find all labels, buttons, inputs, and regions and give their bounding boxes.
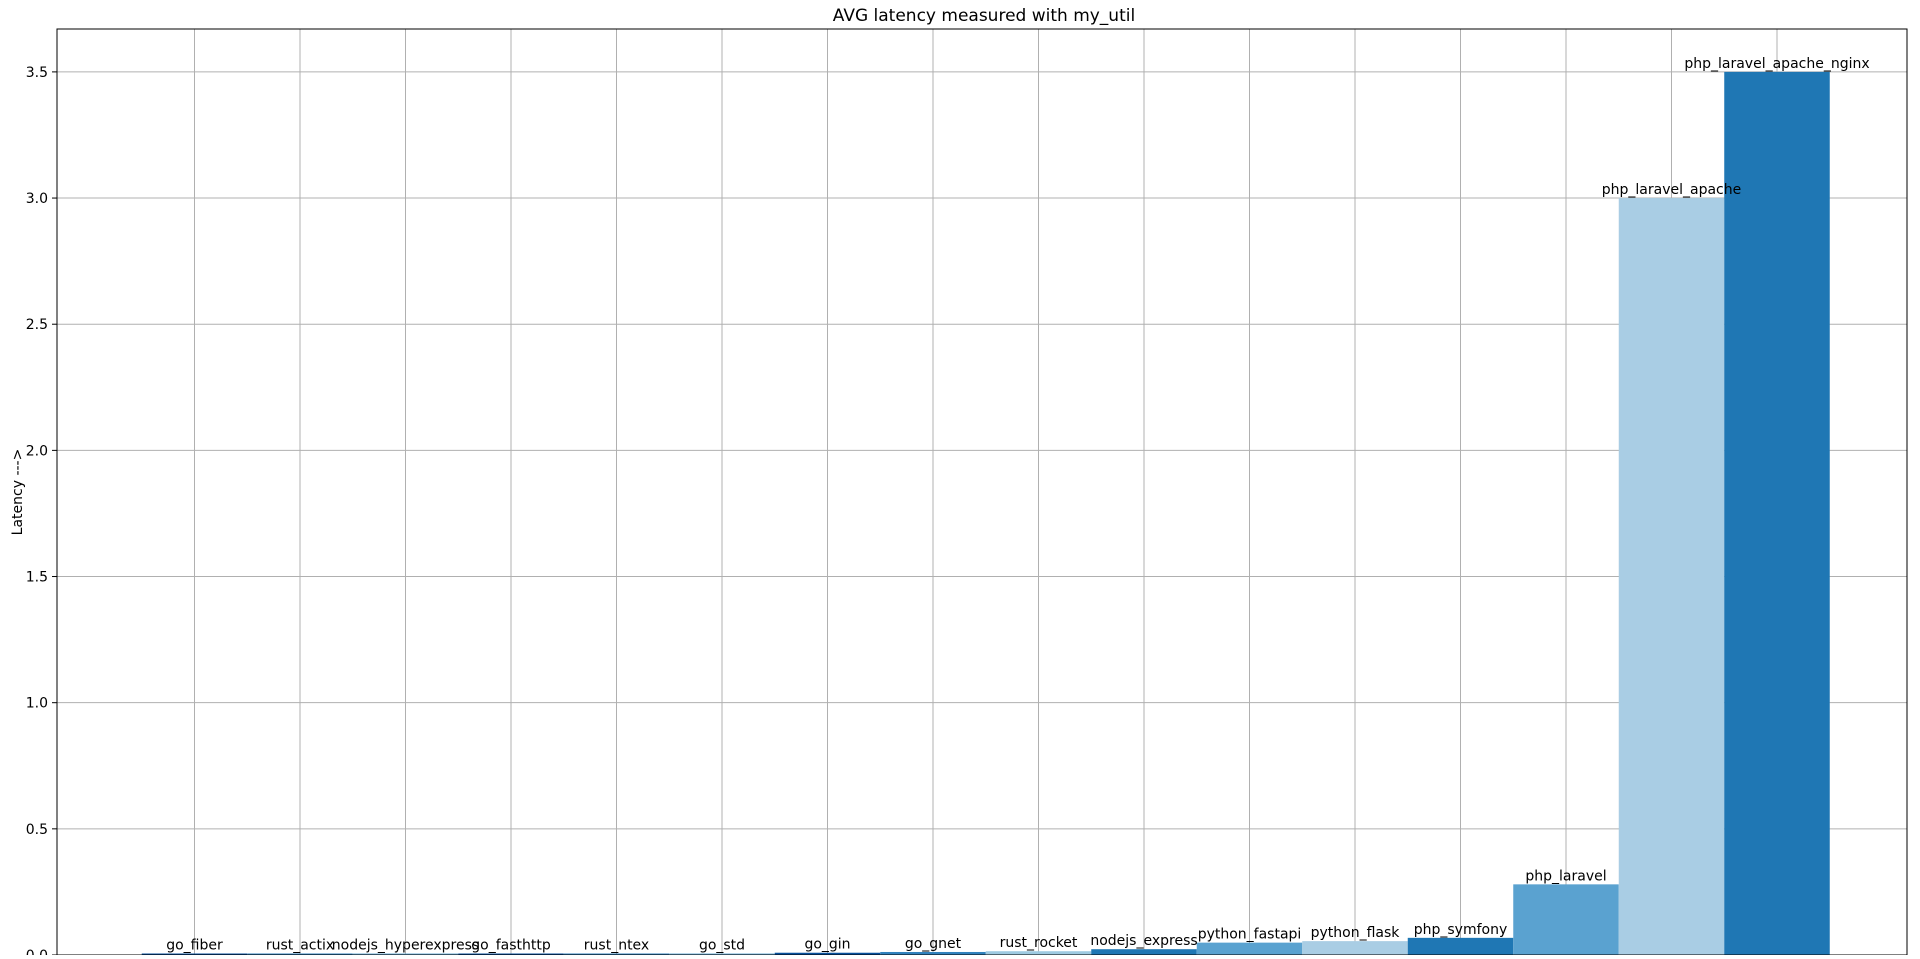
bar-label-php-laravel-apache: php_laravel_apache (1602, 182, 1741, 198)
bar-label-go-gnet: go_gnet (905, 936, 962, 952)
bar-labels: go_fiber rust_actixnodejs_hyperexpressgo_… (166, 56, 1869, 954)
bar-php-laravel-apache-nginx (1724, 71, 1830, 955)
y-tick-label: 1.0 (26, 696, 48, 712)
y-axis-ticks: 0.0 0.5 1.0 1.5 2.0 2.5 3.0 3.5 (26, 65, 57, 959)
bar-rust-ntex (563, 953, 670, 955)
bar-python-fastapi (1196, 942, 1303, 955)
bar-label-php-symfony: php_symfony (1414, 922, 1508, 938)
bar-label-go-gin: go_gin (804, 937, 850, 953)
bar-label-php-laravel: php_laravel (1525, 868, 1606, 884)
bars (141, 71, 1830, 956)
bar-label-go-std: go_std (699, 938, 745, 954)
bar-label-rust-actix: rust_actix (266, 938, 334, 954)
bar-php-symfony (1407, 937, 1514, 955)
bar-label-go-fasthttp: go_fasthttp (471, 938, 551, 954)
bar-go-fiber (141, 953, 248, 955)
bar-go-gnet (880, 951, 986, 955)
bar-label-python-flask: python_flask (1311, 925, 1401, 941)
y-axis-label: Latency ---> (10, 449, 26, 536)
bar-rust-actix (247, 953, 353, 955)
chart-title: AVG latency measured with my_util (833, 6, 1135, 26)
bar-nodejs-express (1091, 949, 1197, 955)
y-tick-label: 3.0 (26, 191, 48, 207)
bar-go-fasthttp (458, 953, 564, 955)
bar-label-python-fastapi: python_fastapi (1198, 927, 1302, 943)
y-tick-label: 1.5 (26, 570, 48, 586)
bar-go-gin (774, 952, 881, 955)
bar-rust-rocket (985, 951, 1092, 955)
bar-label-nodejs-express: nodejs_express (1090, 933, 1197, 949)
bar-label-nodejs-hyperexpress: nodejs_hyperexpress (332, 938, 479, 954)
y-tick-label: 3.5 (26, 65, 48, 81)
bar-php-laravel-apache (1618, 198, 1725, 956)
bar-python-flask (1302, 941, 1408, 955)
bar-go-std (669, 953, 775, 955)
bar-php-laravel (1513, 884, 1619, 955)
y-tick-label: 2.5 (26, 317, 48, 333)
bar-label-rust-rocket: rust_rocket (1000, 935, 1078, 951)
bar-label-go-fiber: go_fiber (166, 938, 223, 954)
y-tick-label: 2.0 (26, 443, 48, 459)
y-tick-label: 0.0 (26, 948, 48, 955)
bar-label-php-laravel-apache-nginx: php_laravel_apache_nginx (1684, 56, 1869, 72)
bar-nodejs-hyperexpress (352, 953, 459, 955)
y-tick-label: 0.5 (26, 822, 48, 838)
bar-label-rust-ntex: rust_ntex (584, 938, 649, 954)
